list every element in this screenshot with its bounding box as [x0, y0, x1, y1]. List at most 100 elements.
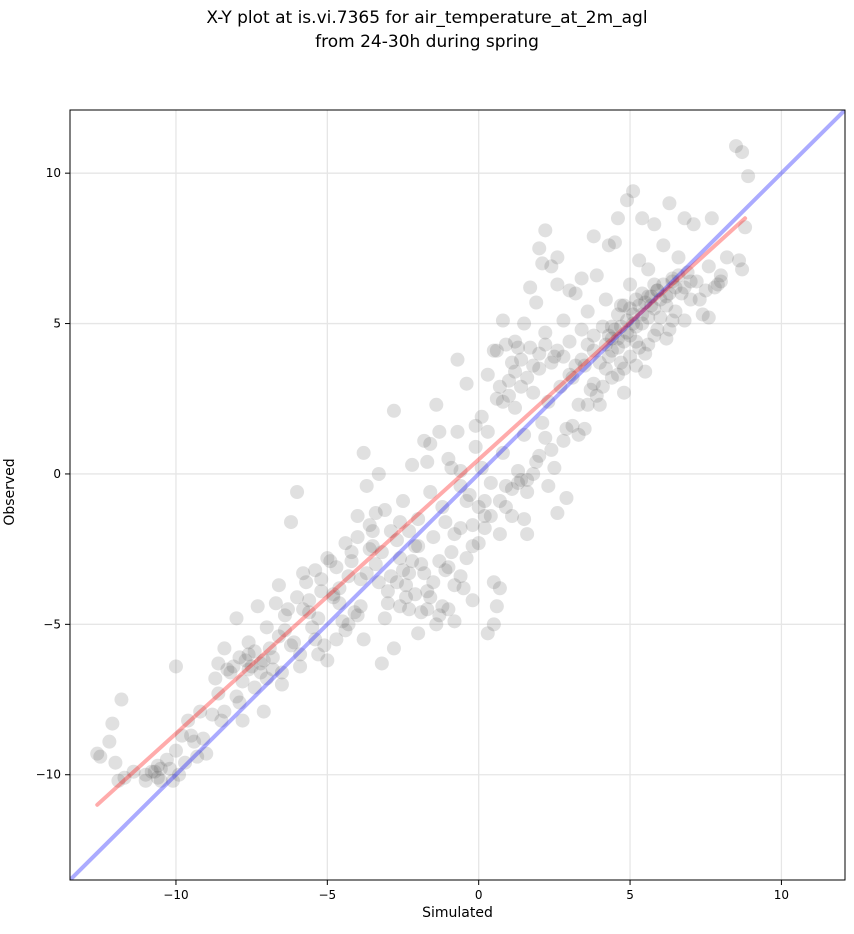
data-point	[147, 764, 162, 779]
data-point	[607, 235, 622, 250]
data-point	[389, 575, 404, 590]
data-point	[480, 424, 495, 439]
data-point	[610, 307, 625, 322]
data-point	[677, 313, 692, 328]
data-point	[308, 632, 323, 647]
data-point	[411, 539, 426, 554]
data-point	[220, 662, 235, 677]
data-point	[604, 370, 619, 385]
grid-lines	[70, 110, 845, 880]
data-point	[420, 602, 435, 617]
data-point	[256, 704, 271, 719]
data-point	[504, 509, 519, 524]
data-point	[293, 659, 308, 674]
data-point	[559, 421, 574, 436]
data-point	[550, 277, 565, 292]
data-point	[368, 506, 383, 521]
data-point	[402, 524, 417, 539]
data-point	[199, 746, 214, 761]
data-point	[532, 361, 547, 376]
data-point	[259, 620, 274, 635]
x-tick-label: 0	[475, 888, 483, 902]
x-tick-label: −10	[163, 888, 188, 902]
x-tick-label: −5	[318, 888, 336, 902]
data-point	[241, 662, 256, 677]
data-point	[392, 515, 407, 530]
data-point	[523, 280, 538, 295]
data-point	[374, 656, 389, 671]
data-point	[574, 352, 589, 367]
data-point	[580, 304, 595, 319]
data-point	[595, 319, 610, 334]
data-point	[392, 599, 407, 614]
data-point	[314, 584, 329, 599]
data-point	[93, 749, 108, 764]
data-point	[738, 220, 753, 235]
data-point	[408, 587, 423, 602]
data-point	[629, 358, 644, 373]
data-point	[423, 590, 438, 605]
data-point	[432, 608, 447, 623]
data-point	[610, 340, 625, 355]
data-point	[402, 566, 417, 581]
data-point	[514, 379, 529, 394]
data-point	[617, 361, 632, 376]
data-point	[247, 644, 262, 659]
data-point	[193, 704, 208, 719]
data-point	[208, 671, 223, 686]
data-point	[235, 674, 250, 689]
data-point	[399, 578, 414, 593]
data-point	[498, 478, 513, 493]
data-point	[517, 316, 532, 331]
data-point	[729, 139, 744, 154]
data-point	[226, 659, 241, 674]
data-point	[486, 575, 501, 590]
data-point	[511, 340, 526, 355]
data-point	[138, 773, 153, 788]
data-point	[305, 620, 320, 635]
data-point	[353, 572, 368, 587]
data-point	[601, 238, 616, 253]
data-point	[138, 767, 153, 782]
data-point	[520, 370, 535, 385]
data-point	[529, 295, 544, 310]
data-point	[459, 376, 474, 391]
data-point	[168, 659, 183, 674]
data-point	[514, 352, 529, 367]
data-point	[647, 277, 662, 292]
scatter-points	[90, 139, 756, 788]
data-point	[683, 292, 698, 307]
data-point	[338, 623, 353, 638]
data-point	[547, 460, 562, 475]
data-point	[296, 566, 311, 581]
data-point	[414, 557, 429, 572]
data-point	[465, 539, 480, 554]
data-point	[417, 566, 432, 581]
data-point	[480, 367, 495, 382]
data-point	[447, 578, 462, 593]
data-point	[405, 457, 420, 472]
data-point	[550, 343, 565, 358]
data-point	[117, 770, 132, 785]
data-point	[435, 599, 450, 614]
data-point	[368, 557, 383, 572]
data-point	[223, 665, 238, 680]
data-point	[165, 773, 180, 788]
data-point	[492, 527, 507, 542]
data-point	[680, 265, 695, 280]
data-point	[456, 581, 471, 596]
data-point	[450, 424, 465, 439]
data-point	[459, 494, 474, 509]
data-point	[601, 328, 616, 343]
data-point	[629, 292, 644, 307]
data-point	[350, 530, 365, 545]
data-point	[187, 734, 202, 749]
data-point	[595, 379, 610, 394]
data-point	[713, 268, 728, 283]
data-point	[241, 635, 256, 650]
chart-title: X-Y plot at is.vi.7365 for air_temperatu…	[206, 8, 648, 28]
data-point	[420, 584, 435, 599]
data-point	[474, 409, 489, 424]
data-point	[423, 484, 438, 499]
data-point	[350, 509, 365, 524]
